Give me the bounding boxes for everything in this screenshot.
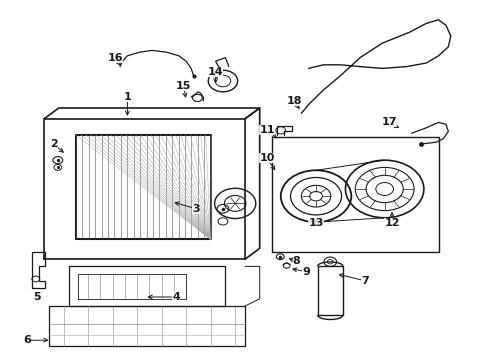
Text: 7: 7 bbox=[361, 276, 369, 286]
Text: 5: 5 bbox=[33, 292, 41, 302]
Text: 10: 10 bbox=[259, 153, 275, 163]
Bar bbox=[318, 266, 343, 315]
Text: 13: 13 bbox=[308, 218, 324, 228]
Text: 9: 9 bbox=[302, 267, 310, 277]
Text: 16: 16 bbox=[107, 53, 123, 63]
Text: 1: 1 bbox=[123, 92, 131, 102]
Text: 6: 6 bbox=[23, 335, 31, 345]
Text: 8: 8 bbox=[293, 256, 300, 266]
Text: 14: 14 bbox=[208, 67, 223, 77]
Text: 11: 11 bbox=[259, 125, 275, 135]
Text: 17: 17 bbox=[382, 117, 397, 127]
Text: 4: 4 bbox=[172, 292, 180, 302]
Text: 3: 3 bbox=[192, 204, 200, 214]
Text: 12: 12 bbox=[384, 218, 400, 228]
Text: 2: 2 bbox=[50, 139, 58, 149]
Text: 15: 15 bbox=[176, 81, 192, 91]
Text: 18: 18 bbox=[286, 96, 302, 106]
